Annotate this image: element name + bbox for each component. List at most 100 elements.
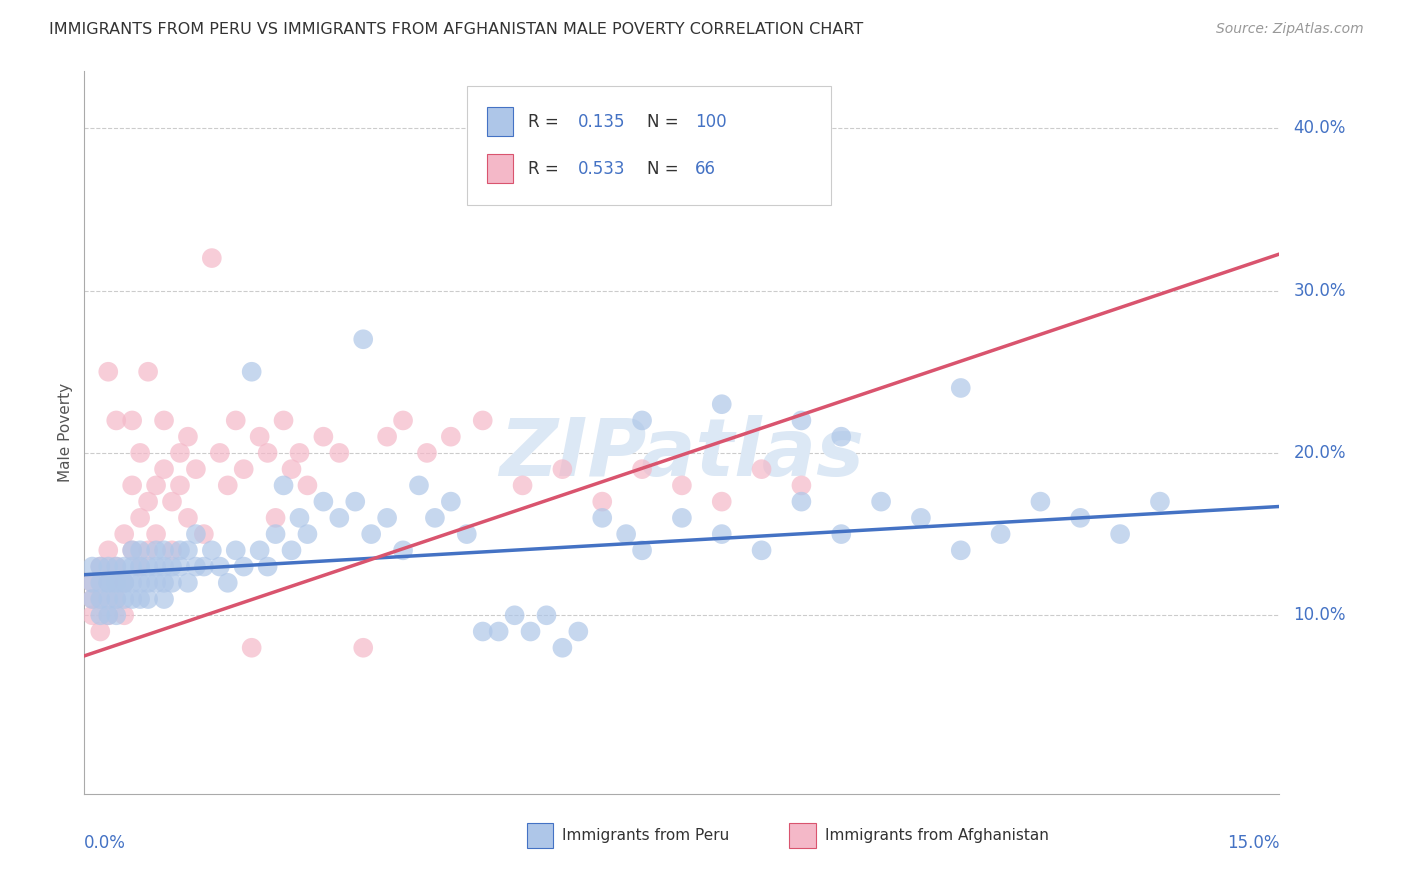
Text: Immigrants from Afghanistan: Immigrants from Afghanistan [825, 828, 1049, 843]
Point [112, 592, 135, 607]
Point [591, 511, 613, 525]
Text: 15.0%: 15.0% [1227, 834, 1279, 852]
Point [177, 575, 200, 590]
Point [280, 462, 302, 476]
Point [112, 575, 135, 590]
Point [153, 592, 176, 607]
Point [1149, 494, 1171, 508]
Point [408, 478, 430, 492]
Point [121, 543, 143, 558]
Point [488, 624, 510, 639]
Text: N =: N = [647, 113, 685, 131]
Point [82, 608, 104, 623]
Point [256, 446, 278, 460]
Point [82, 575, 104, 590]
Point [177, 543, 200, 558]
Point [145, 575, 167, 590]
Point [169, 543, 191, 558]
Point [97, 575, 120, 590]
Point [97, 575, 120, 590]
Point [105, 559, 128, 574]
Point [423, 511, 446, 525]
Text: 0.0%: 0.0% [84, 834, 127, 852]
Text: 0.533: 0.533 [578, 160, 626, 178]
Point [440, 494, 463, 508]
Text: 40.0%: 40.0% [1294, 120, 1346, 137]
Point [312, 430, 335, 444]
Point [949, 381, 972, 395]
Point [160, 575, 183, 590]
Point [631, 462, 654, 476]
Point [751, 462, 773, 476]
FancyBboxPatch shape [527, 822, 553, 848]
Point [264, 511, 287, 525]
Point [297, 478, 319, 492]
Point [153, 462, 176, 476]
Point [82, 575, 104, 590]
Point [249, 543, 271, 558]
Text: IMMIGRANTS FROM PERU VS IMMIGRANTS FROM AFGHANISTAN MALE POVERTY CORRELATION CHA: IMMIGRANTS FROM PERU VS IMMIGRANTS FROM … [49, 22, 863, 37]
Point [1029, 494, 1052, 508]
Point [471, 413, 494, 427]
Point [360, 527, 382, 541]
FancyBboxPatch shape [486, 108, 513, 136]
Point [375, 430, 398, 444]
FancyBboxPatch shape [790, 822, 815, 848]
Text: N =: N = [647, 160, 685, 178]
Point [328, 446, 350, 460]
Point [145, 478, 167, 492]
Point [169, 559, 191, 574]
Text: 20.0%: 20.0% [1294, 444, 1346, 462]
Text: 0.135: 0.135 [578, 113, 626, 131]
Point [97, 592, 120, 607]
Point [89, 608, 111, 623]
Point [870, 494, 893, 508]
Point [129, 575, 152, 590]
Point [97, 559, 120, 574]
Point [89, 592, 111, 607]
Point [614, 527, 637, 541]
Point [121, 413, 143, 427]
Point [136, 543, 159, 558]
Point [280, 543, 302, 558]
Point [153, 575, 176, 590]
Point [232, 559, 254, 574]
Point [136, 559, 159, 574]
Point [352, 640, 374, 655]
Text: R =: R = [527, 113, 564, 131]
Point [312, 494, 335, 508]
Point [121, 575, 143, 590]
Point [201, 251, 224, 265]
Point [990, 527, 1012, 541]
Point [184, 527, 207, 541]
Point [136, 494, 159, 508]
Point [112, 559, 135, 574]
Point [105, 592, 128, 607]
Point [201, 543, 224, 558]
Point [177, 430, 200, 444]
Point [105, 575, 128, 590]
Point [89, 592, 111, 607]
Point [671, 511, 693, 525]
Point [217, 575, 239, 590]
Point [177, 511, 200, 525]
Point [273, 478, 295, 492]
Point [145, 527, 167, 541]
Point [136, 575, 159, 590]
Point [97, 543, 120, 558]
Point [136, 592, 159, 607]
Point [567, 624, 589, 639]
Text: 100: 100 [695, 113, 727, 131]
Point [112, 608, 135, 623]
Point [121, 559, 143, 574]
Point [375, 511, 398, 525]
Point [910, 511, 932, 525]
Point [129, 559, 152, 574]
Point [456, 527, 478, 541]
Point [631, 543, 654, 558]
Point [551, 462, 574, 476]
Point [169, 478, 191, 492]
Point [519, 624, 541, 639]
Point [193, 527, 215, 541]
Point [352, 332, 374, 346]
